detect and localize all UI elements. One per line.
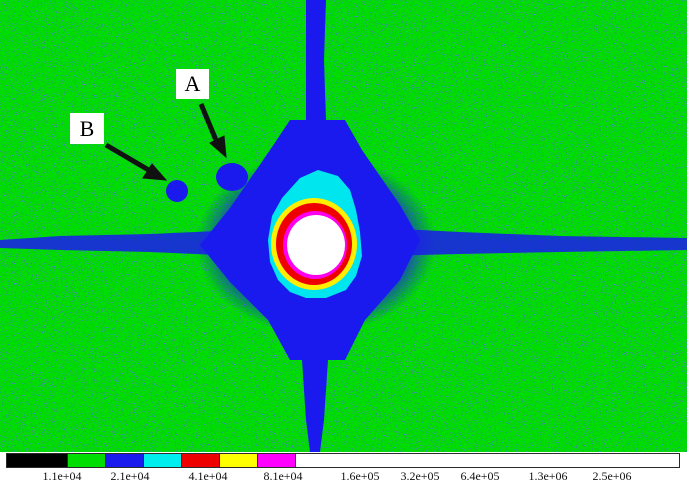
colorbar-tick-label: 3.2e+05 xyxy=(400,469,440,483)
colorbar-tick-label: 1.1e+04 xyxy=(42,469,82,483)
colorbar-segment xyxy=(296,453,680,468)
colorbar-tick-label: 2.1e+04 xyxy=(110,469,150,483)
callout-a: A xyxy=(176,69,209,99)
callout-b: B xyxy=(70,113,104,144)
colorbar-segment xyxy=(220,453,258,468)
colorbar-segment xyxy=(144,453,182,468)
core-white xyxy=(287,215,345,275)
colorbar-tick-label: 2.5e+06 xyxy=(592,469,632,483)
colorbar-ticks: 1.1e+04 2.1e+04 4.1e+04 8.1e+04 1.6e+05 3.2e+… xyxy=(0,469,687,485)
colorbar-tick-label: 8.1e+04 xyxy=(263,469,303,483)
colorbar-tick-label: 4.1e+04 xyxy=(188,469,228,483)
colorbar xyxy=(6,453,680,468)
feature-b xyxy=(166,180,188,202)
arrow-b xyxy=(104,142,168,181)
colorbar-segment xyxy=(68,453,106,468)
colorbar-segment xyxy=(258,453,296,468)
colorbar-segment xyxy=(182,453,220,468)
colorbar-segment xyxy=(106,453,144,468)
arrow-a xyxy=(198,103,227,159)
colorbar-segment xyxy=(6,453,68,468)
colorbar-tick-label: 6.4e+05 xyxy=(460,469,500,483)
colorbar-tick-label: 1.6e+05 xyxy=(340,469,380,483)
feature-a xyxy=(216,163,248,191)
features xyxy=(166,163,248,202)
colorbar-tick-label: 1.3e+06 xyxy=(528,469,568,483)
